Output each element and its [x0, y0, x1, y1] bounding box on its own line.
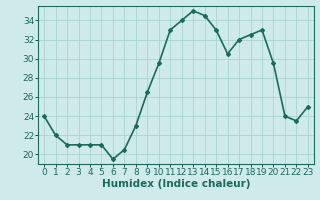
X-axis label: Humidex (Indice chaleur): Humidex (Indice chaleur): [102, 179, 250, 189]
